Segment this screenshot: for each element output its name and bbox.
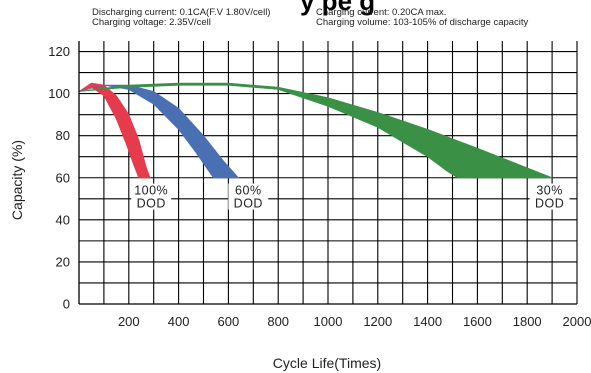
- y-tick-label: 20: [56, 254, 70, 269]
- dod-label: DOD: [234, 197, 263, 211]
- charging-current-note: Charging current: 0.20CA max.: [316, 7, 447, 18]
- tick-labels: 0 20 40 60 80 100 120 200 400 600 800 1000 1200 1400 1…: [48, 44, 591, 329]
- dod-label-background: [228, 196, 269, 210]
- x-tick-label: 1200: [363, 314, 392, 329]
- dod-label-background: [529, 183, 570, 197]
- dod-label-background: [529, 196, 570, 210]
- dod-series: [78, 82, 553, 179]
- x-axis-label: Cycle Life(Times): [273, 355, 381, 371]
- x-tick-label: 1000: [314, 314, 343, 329]
- dod-label: 30%: [536, 184, 563, 198]
- x-tick-label: 1600: [463, 314, 492, 329]
- x-tick-label: 1400: [413, 314, 442, 329]
- dod-label-background: [131, 183, 172, 197]
- y-tick-label: 120: [48, 44, 70, 59]
- x-tick-label: 200: [118, 314, 140, 329]
- x-tick-label: 2000: [563, 314, 591, 329]
- dod-label-background: [228, 183, 269, 197]
- 30-dod-band: [78, 82, 553, 179]
- dod-label: DOD: [137, 197, 166, 211]
- x-tick-label: 1800: [513, 314, 542, 329]
- y-tick-label: 80: [56, 128, 70, 143]
- dod-label: DOD: [535, 197, 564, 211]
- x-tick-label: 400: [168, 314, 190, 329]
- charging-volume-note: Charging volume: 103-105% of discharge c…: [316, 17, 529, 28]
- x-tick-label: 600: [218, 314, 240, 329]
- dod-label: 100%: [134, 184, 168, 198]
- 100-dod-band: [78, 82, 151, 179]
- y-axis-label: Capacity (%): [9, 140, 25, 220]
- discharge-current-note: Discharging current: 0.1CA(F.V 1.80V/cel…: [92, 7, 271, 18]
- dod-label: 60%: [235, 184, 262, 198]
- axes: [78, 41, 578, 305]
- y-tick-label: 100: [48, 86, 70, 101]
- 60-dod-band: [78, 84, 239, 179]
- charging-voltage-note: Charging voltage: 2.35V/cell: [92, 17, 211, 28]
- y-tick-label: 60: [56, 170, 70, 185]
- y-tick-label: 40: [56, 212, 70, 227]
- x-tick-label: 800: [267, 314, 289, 329]
- dod-label-background: [131, 196, 172, 210]
- chart-title-cut-off: y pe g: [300, 0, 376, 16]
- y-tick-label: 0: [63, 297, 70, 312]
